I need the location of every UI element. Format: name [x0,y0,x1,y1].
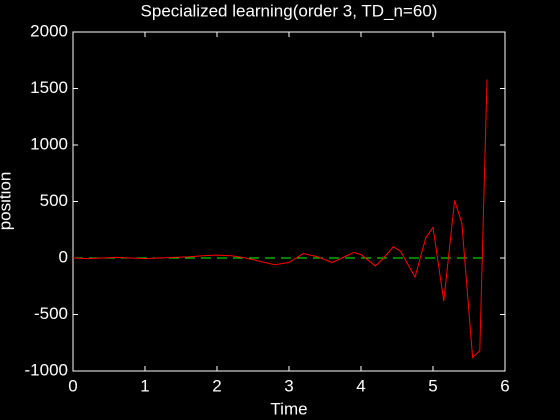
x-tick-label: 4 [356,376,365,395]
x-tick-label: 1 [140,376,149,395]
y-tick-label: 1000 [30,134,68,153]
y-tick-label: 500 [40,191,68,210]
y-tick-label: -1000 [25,360,68,379]
x-axis-label: Time [270,399,307,418]
x-tick-label: 3 [284,376,293,395]
y-tick-label: 1500 [30,78,68,97]
y-axis-label: position [0,172,14,231]
x-tick-label: 6 [500,376,509,395]
x-tick-label: 5 [428,376,437,395]
y-tick-label: 0 [59,247,68,266]
data-line [72,79,488,359]
y-tick-label: -500 [34,304,68,323]
chart-title: Specialized learning(order 3, TD_n=60) [141,1,438,20]
y-tick-label: 2000 [30,21,68,40]
x-tick-label: 2 [212,376,221,395]
x-tick-label: 0 [68,376,77,395]
